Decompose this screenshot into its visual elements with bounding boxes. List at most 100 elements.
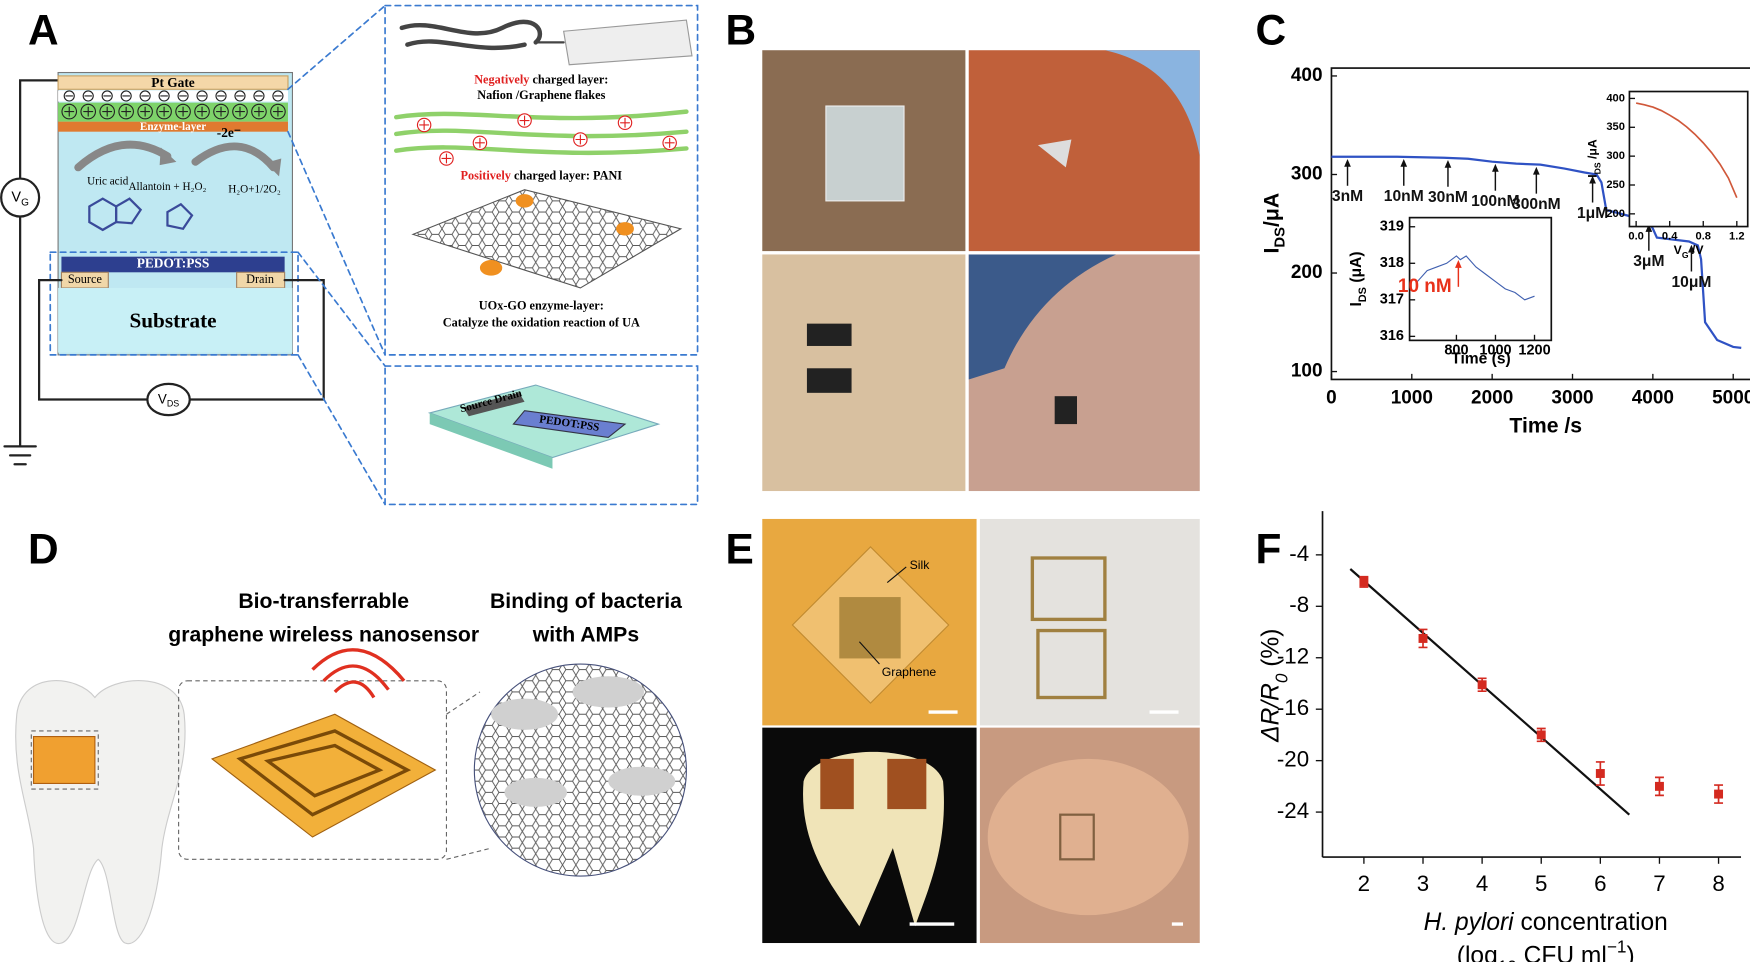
x-tick-label: 2 — [1358, 871, 1370, 896]
reaction-arrow — [74, 140, 172, 172]
photo — [979, 518, 1200, 726]
data-point — [1654, 781, 1664, 791]
y-tick-label: 317 — [1380, 292, 1404, 308]
arrow-head — [1400, 158, 1408, 167]
zoom-box — [30, 730, 99, 790]
fit-line — [1349, 568, 1631, 816]
arrow-head — [159, 147, 177, 166]
caption: with AMPs — [532, 624, 639, 647]
bacterium — [504, 777, 567, 807]
zoom-panel — [384, 4, 699, 356]
x-tick-label: 6 — [1594, 871, 1606, 896]
data-point — [1477, 680, 1487, 690]
panel-label: B — [725, 7, 756, 54]
enzyme-label: Enzyme-layer — [140, 121, 206, 133]
y-tick-label: 200 — [1291, 262, 1323, 283]
charge-plus — [213, 103, 229, 120]
label-part: 0 — [1271, 673, 1291, 683]
arrow-head — [1492, 163, 1499, 172]
device-photo — [806, 323, 852, 346]
annotation: 10 nM — [1398, 276, 1452, 297]
arrow-head — [1455, 260, 1462, 268]
y-tick-label: 400 — [1606, 92, 1625, 104]
panel-label: A — [28, 7, 59, 54]
caption: Bio-transferrable — [238, 590, 409, 613]
x-tick-label: 5 — [1535, 871, 1547, 896]
label-part: 10 — [1498, 956, 1517, 962]
pedot-label: PEDOT:PSS — [137, 256, 210, 271]
label-part: DS — [1357, 287, 1369, 302]
reaction-text: Allantoin + H₂O₂ — [128, 181, 206, 193]
y-tick-label: 300 — [1291, 164, 1323, 185]
x-tick-label: 8 — [1712, 871, 1724, 896]
plot-frame — [1408, 216, 1553, 342]
x-tick-label: 2000 — [1471, 387, 1513, 408]
x-tick-label: 3000 — [1551, 387, 1593, 408]
coil-photo — [1030, 556, 1107, 622]
photo-label: Silk — [910, 558, 931, 572]
coil-trace — [263, 743, 384, 798]
reaction-text: -2e⁻ — [217, 125, 241, 140]
pani-chain — [394, 109, 689, 156]
zoom-line — [287, 4, 386, 91]
y-tick-label: -24 — [1277, 798, 1309, 823]
data-point — [1595, 769, 1605, 778]
sensor-on-tooth — [32, 736, 96, 784]
vds-main: V — [158, 391, 167, 406]
label-part: DS — [1272, 227, 1288, 248]
drain-label: Drain — [246, 272, 274, 286]
zoom-line — [297, 251, 386, 367]
y-tick-label: 316 — [1380, 328, 1404, 344]
charge-plus — [61, 103, 78, 120]
enzyme-layer — [58, 121, 288, 132]
substrate — [58, 287, 293, 353]
axis-label: IDS/μA — [1260, 193, 1288, 254]
charge-plus — [156, 103, 172, 120]
label-part: H. pylori — [1424, 910, 1515, 937]
y-tick-label: 400 — [1291, 65, 1323, 86]
data-line — [1635, 102, 1738, 199]
coil-trace — [236, 729, 412, 817]
label-part: I — [1348, 302, 1365, 306]
label-part: (%) — [1258, 629, 1285, 674]
y-tick-label: 250 — [1606, 179, 1625, 191]
y-tick-label: 350 — [1606, 121, 1625, 133]
vds-label: VDS — [158, 391, 179, 409]
charge-plus — [118, 103, 134, 120]
device-photo — [825, 105, 905, 202]
device-photo — [1054, 396, 1077, 425]
molecule — [166, 202, 194, 231]
data-point — [1418, 633, 1428, 643]
wireless-signal — [311, 648, 406, 699]
plot-frame — [1628, 90, 1749, 228]
y-tick-label: -16 — [1277, 695, 1309, 720]
positive-layer — [58, 102, 288, 122]
bacterium — [572, 676, 644, 708]
vg-sub: G — [21, 198, 29, 209]
axis-label: VG /V — [1674, 243, 1705, 260]
annotation: 100nM — [1471, 193, 1520, 210]
zoom-panel — [384, 365, 699, 506]
graphene-film — [839, 597, 901, 659]
enzyme — [479, 260, 503, 276]
layer-title: Positively charged layer: PANI — [461, 168, 623, 182]
photo-label: Graphene — [882, 665, 937, 679]
reaction-text: H₂O+1/2O₂ — [228, 183, 281, 195]
zoom-line — [297, 354, 386, 506]
pt-gate — [57, 75, 289, 90]
pedot-strip — [512, 410, 627, 439]
pointer — [886, 566, 907, 583]
y-tick-label: -4 — [1289, 541, 1309, 566]
enzyme — [616, 222, 634, 236]
axis-label: IDS (μA) — [1348, 251, 1369, 306]
arrow-head — [1688, 244, 1695, 253]
go-sheet — [411, 189, 683, 289]
photo — [762, 254, 966, 492]
wire — [19, 79, 60, 448]
device-slab-side — [429, 412, 553, 469]
axis-label: (log10 CFU ml−1) — [1457, 936, 1635, 962]
label-part: −1 — [1607, 936, 1627, 956]
plot-frame — [1330, 67, 1750, 381]
label-part: concentration — [1514, 910, 1668, 937]
